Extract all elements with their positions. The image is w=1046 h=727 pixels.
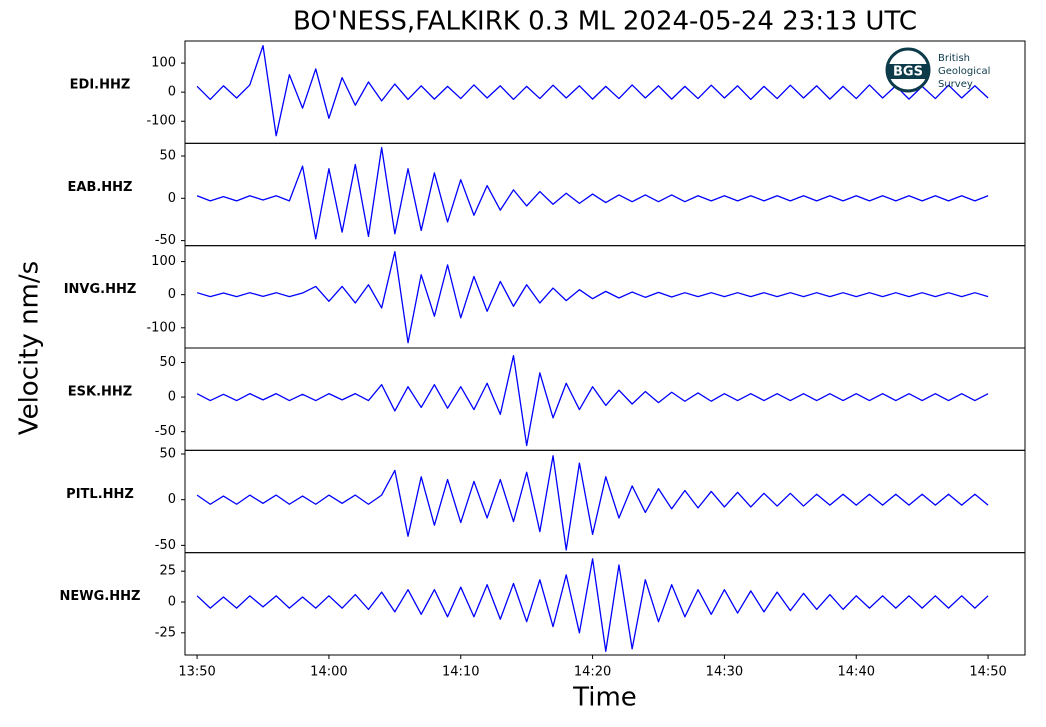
panel-frame bbox=[184, 552, 1026, 656]
y-tick-label: 100 bbox=[151, 254, 176, 269]
y-tick-label: 0 bbox=[168, 85, 176, 100]
y-tick-label: -50 bbox=[155, 538, 176, 553]
y-tick-label: 50 bbox=[159, 149, 176, 164]
panel-frame bbox=[184, 245, 1026, 349]
y-tick-label: -50 bbox=[155, 424, 176, 439]
station-label: ESK.HHZ bbox=[68, 385, 132, 400]
waveform bbox=[196, 354, 989, 447]
y-axis-label: Velocity nm/s bbox=[15, 261, 45, 435]
x-tick-label: 14:30 bbox=[706, 665, 743, 680]
station-label: PITL.HHZ bbox=[66, 487, 134, 502]
station-label: EAB.HHZ bbox=[68, 180, 133, 195]
y-tick-label: 50 bbox=[159, 355, 176, 370]
station-label: NEWG.HHZ bbox=[60, 589, 141, 604]
y-tick-label: 50 bbox=[159, 446, 176, 461]
x-tick-label: 14:00 bbox=[310, 665, 347, 680]
x-tick-label: 14:10 bbox=[442, 665, 479, 680]
y-tick-label: -50 bbox=[155, 233, 176, 248]
y-tick-label: 0 bbox=[168, 287, 176, 302]
x-tick-label: 14:20 bbox=[574, 665, 611, 680]
y-tick-label: -25 bbox=[155, 625, 176, 640]
y-tick-label: 25 bbox=[159, 564, 176, 579]
waveform bbox=[196, 558, 989, 652]
x-tick-label: 14:40 bbox=[838, 665, 875, 680]
station-label: EDI.HHZ bbox=[70, 78, 131, 93]
y-tick-label: -100 bbox=[146, 320, 176, 335]
waveform bbox=[196, 455, 989, 551]
y-tick-label: 0 bbox=[168, 191, 176, 206]
y-tick-label: -100 bbox=[146, 114, 176, 129]
logo-abbr: BGS bbox=[893, 65, 923, 80]
waveform bbox=[196, 45, 989, 137]
logo-band bbox=[888, 64, 928, 79]
chart-title: BO'NESS,FALKIRK 0.3 ML 2024-05-24 23:13 … bbox=[293, 7, 917, 37]
station-label: INVG.HHZ bbox=[64, 282, 137, 297]
y-tick-label: 0 bbox=[168, 390, 176, 405]
logo-text: Survey bbox=[938, 79, 973, 90]
y-tick-label: 0 bbox=[168, 492, 176, 507]
x-tick-label: 13:50 bbox=[178, 665, 215, 680]
x-tick-label: 14:50 bbox=[969, 665, 1006, 680]
logo: BGS British Geological Survey bbox=[885, 47, 990, 93]
logo-text: Geological bbox=[938, 66, 990, 77]
panel-frame bbox=[184, 142, 1026, 247]
y-tick-label: 100 bbox=[151, 56, 176, 71]
logo-text: British bbox=[938, 53, 970, 64]
x-axis-label: Time bbox=[572, 683, 637, 713]
waveform bbox=[196, 250, 989, 344]
y-tick-label: 0 bbox=[168, 594, 176, 609]
waveform bbox=[196, 146, 989, 240]
